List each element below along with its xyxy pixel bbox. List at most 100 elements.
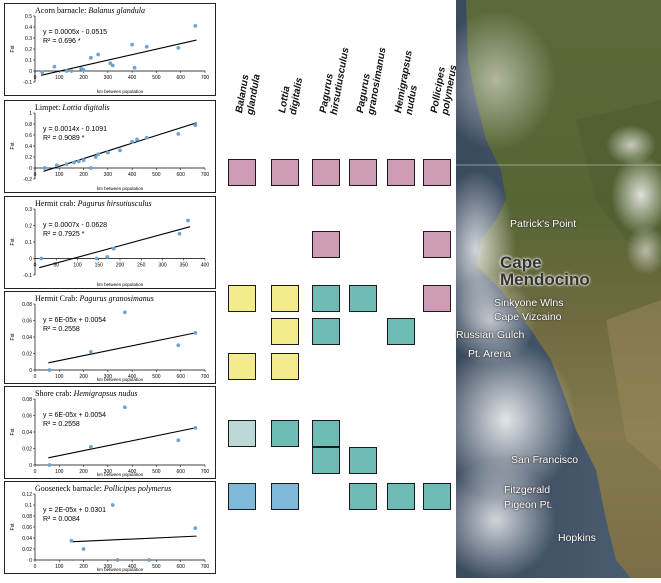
data-point xyxy=(177,231,182,236)
data-point xyxy=(47,463,52,467)
data-point xyxy=(176,438,181,443)
x-tick-label: 500 xyxy=(152,374,161,380)
scatter-plot: 0.12 0.1 0.08 0.06 0.04 0.02 00 100 200 300 400 500… xyxy=(10,492,209,572)
y-tick-label: 0 xyxy=(29,558,32,564)
data-point xyxy=(69,538,74,543)
data-point xyxy=(132,65,137,70)
x-tick-label: 100 xyxy=(73,263,82,269)
y-axis-label: Fst xyxy=(10,238,16,246)
x-tick-label: 400 xyxy=(128,564,137,570)
y-tick-label: 0.08 xyxy=(22,302,32,308)
r-squared: R² = 0.696 * xyxy=(43,38,81,45)
data-point xyxy=(42,166,47,170)
y-axis-label: Fst xyxy=(10,523,16,531)
x-axis-label: km between population xyxy=(97,377,144,382)
common-name: Acorn barnacle: xyxy=(35,6,89,15)
data-point xyxy=(108,61,113,66)
map-location-label: Sinkyone Wlns xyxy=(494,297,564,309)
regression-line xyxy=(70,535,197,543)
data-point xyxy=(93,155,98,159)
column-header: Pagurus hirsutiusculus xyxy=(312,4,352,116)
x-tick-label: 100 xyxy=(55,564,64,570)
x-tick-label: 500 xyxy=(152,564,161,570)
x-tick-label: 400 xyxy=(128,469,137,475)
x-tick-label: 700 xyxy=(201,172,210,178)
data-point xyxy=(54,163,59,168)
x-axis-label: km between population xyxy=(97,89,144,94)
data-point xyxy=(39,256,44,261)
regression-panel: Limpet: Lottia digitalis 1 0.8 0.6 0.4 0.2 0 -0… xyxy=(4,100,216,193)
y-tick-label: 0.06 xyxy=(22,414,32,420)
y-tick-label: 0.2 xyxy=(25,155,32,161)
x-tick-label: 200 xyxy=(79,469,88,475)
regression-equation: y = 6E-05x + 0.0054 xyxy=(43,412,106,419)
data-point xyxy=(186,218,190,223)
y-tick-label: 1 xyxy=(29,111,32,117)
y-tick-label: 0 xyxy=(29,257,32,263)
data-point xyxy=(88,444,93,449)
map-location-label: Pigeon Pt. xyxy=(504,499,553,511)
data-point xyxy=(88,166,93,170)
column-header: Pollicipes polymerus xyxy=(423,4,459,116)
species-name: Lottia digitalis xyxy=(62,103,110,112)
x-tick-label: 300 xyxy=(104,75,113,81)
presence-cell xyxy=(271,159,299,186)
x-tick-label: 500 xyxy=(152,469,161,475)
data-point xyxy=(71,160,76,165)
column-header: Pagurus granosimanus xyxy=(349,4,389,116)
data-point xyxy=(122,405,127,410)
x-tick-label: 500 xyxy=(152,172,161,178)
regression-equation: y = 6E-05x + 0.0054 xyxy=(43,317,106,324)
data-point xyxy=(144,135,149,140)
satellite-map: Patrick's Point Cape Mendocino Sinkyone Wl… xyxy=(436,0,661,580)
presence-cell xyxy=(312,285,340,312)
presence-cell xyxy=(228,353,256,380)
presence-cell xyxy=(271,420,299,447)
data-point xyxy=(176,46,181,50)
regression-equation: y = 0.0005x - 0.0515 xyxy=(43,29,107,36)
species-name: Balanus glandula xyxy=(88,6,145,15)
panel-title: Gooseneck barnacle: Pollicipes polymerus xyxy=(35,484,171,493)
x-tick-label: 200 xyxy=(79,75,88,81)
y-tick-label: 0.1 xyxy=(25,503,32,509)
x-tick-label: 300 xyxy=(104,469,113,475)
presence-cell xyxy=(423,231,451,258)
data-point xyxy=(176,132,181,136)
column-header: Hemigrapsus nudus xyxy=(387,4,420,116)
data-point xyxy=(193,24,198,28)
presence-cell xyxy=(387,159,415,186)
panel-title: Limpet: Lottia digitalis xyxy=(35,103,110,112)
regression-panel: Acorn barnacle: Balanus glandula 0.5 0.4 0.… xyxy=(4,3,216,96)
map-location-label: Patrick's Point xyxy=(510,218,577,230)
data-point xyxy=(64,69,69,73)
data-point xyxy=(144,44,149,49)
x-tick-label: 0 xyxy=(34,172,37,178)
data-point xyxy=(81,547,86,551)
presence-cell xyxy=(387,318,415,345)
y-tick-label: 0.02 xyxy=(22,447,32,453)
presence-cell xyxy=(423,159,451,186)
x-tick-label: 400 xyxy=(128,172,137,178)
x-tick-label: 0 xyxy=(34,263,37,269)
y-tick-label: 0.02 xyxy=(22,547,32,553)
x-axis-label: km between population xyxy=(97,282,144,287)
presence-cell xyxy=(228,420,256,447)
presence-cell xyxy=(312,447,340,474)
presence-cell xyxy=(312,231,340,258)
data-point xyxy=(193,526,198,530)
y-tick-label: 0 xyxy=(29,69,32,75)
x-tick-label: 100 xyxy=(55,374,64,380)
presence-cell xyxy=(349,447,377,474)
x-tick-label: 600 xyxy=(177,469,186,475)
x-tick-label: 0 xyxy=(34,75,37,81)
x-tick-label: 200 xyxy=(79,374,88,380)
map-location-label: Pt. Arena xyxy=(468,348,512,360)
presence-cell xyxy=(312,318,340,345)
presence-cell xyxy=(312,159,340,186)
data-point xyxy=(147,558,152,562)
y-tick-label: 0.04 xyxy=(22,335,32,341)
map-location-label: Cape Mendocino xyxy=(500,253,590,289)
x-tick-label: 0 xyxy=(34,564,37,570)
species-name: Pollicipes polymerus xyxy=(103,484,172,493)
y-tick-label: 0.4 xyxy=(25,25,32,31)
